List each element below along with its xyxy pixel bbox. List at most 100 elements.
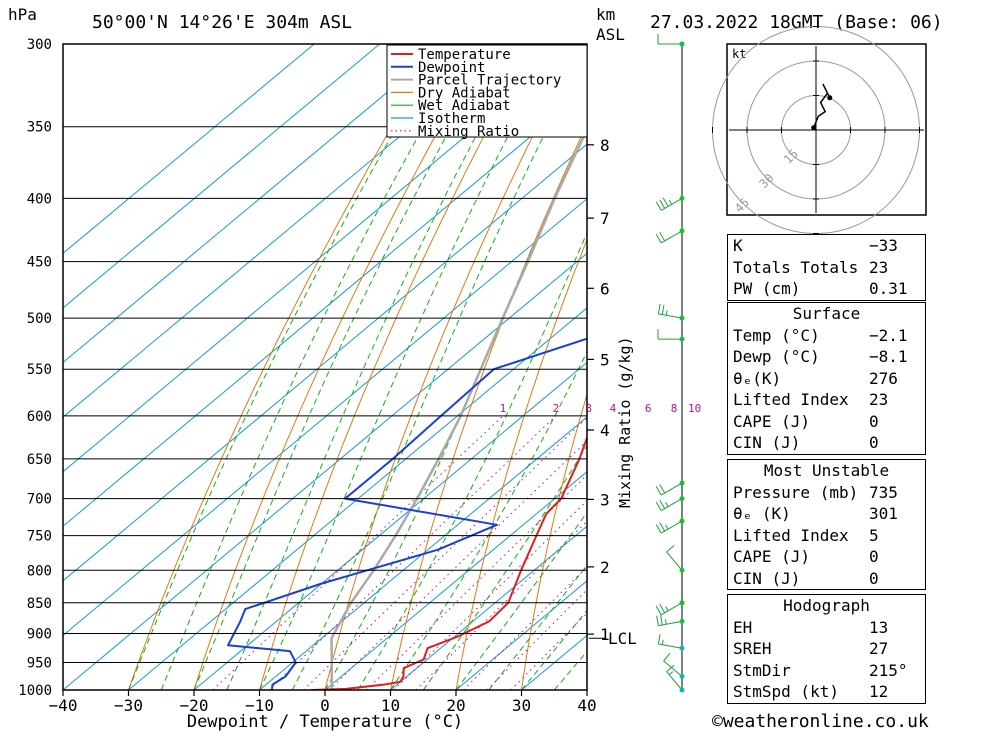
isotherm-line	[63, 252, 587, 690]
wind-barb-half	[665, 502, 669, 507]
index-value: 27	[869, 639, 889, 658]
x-tick-label: 10	[381, 696, 400, 715]
mixing-ratio-label: 10	[688, 402, 701, 415]
axes-layer: 1234681016202530035040045050055060065070…	[18, 37, 790, 715]
isotherm-line	[63, 44, 381, 309]
x-tick-label: 20	[446, 696, 465, 715]
wet-adiabat-line	[160, 44, 472, 690]
pressure-tick-label: 600	[27, 409, 52, 425]
index-value: 215°	[869, 660, 908, 680]
index-label: Lifted Index	[733, 525, 849, 545]
km-tick-label: 8	[600, 136, 610, 155]
km-tick-label: 5	[600, 350, 610, 369]
hodograph-start-dot	[811, 125, 817, 131]
pressure-tick-label: 750	[27, 529, 52, 545]
wind-barb	[663, 660, 683, 677]
wind-barb-flag	[659, 522, 666, 532]
wind-barb-flag	[657, 634, 661, 645]
index-row: θₑ(K) 276	[728, 368, 925, 390]
index-row: θₑ (K) 301	[728, 503, 925, 525]
hodograph-table: Hodograph EH 13 SREH 27 StmDir 215° StmSpd (kt…	[727, 594, 926, 704]
index-row: SREH 27	[728, 638, 925, 660]
wet-adiabat-line	[193, 44, 498, 690]
copyright-text: ©weatheronline.co.uk	[712, 711, 929, 732]
wind-barb-flag	[659, 499, 666, 509]
x-tick-label: −40	[49, 696, 78, 715]
pressure-tick-label: 1000	[18, 683, 52, 699]
legend-entry: Mixing Ratio	[418, 124, 519, 140]
wind-barb-half	[665, 310, 668, 316]
x-tick-label: −20	[180, 696, 209, 715]
dry-adiabat-line	[972, 44, 1000, 690]
wind-level-dot	[679, 315, 685, 321]
wet-adiabat-line	[128, 44, 446, 690]
wind-barb	[666, 551, 683, 571]
isotherm-line	[63, 44, 577, 473]
hodograph-end-dot	[827, 95, 833, 101]
index-value: 0	[869, 568, 879, 588]
index-row: CIN (J) 0	[728, 432, 925, 454]
index-value: 301	[869, 504, 898, 523]
wind-barb-half	[664, 619, 667, 625]
wind-level-dot	[679, 645, 685, 651]
plot-frame	[62, 43, 588, 691]
index-value: 0	[869, 411, 879, 431]
legend-entry: Dewpoint	[418, 60, 485, 76]
pressure-tick-label: 650	[27, 452, 52, 468]
wind-level-dot	[679, 687, 685, 693]
wind-level-dot	[679, 336, 685, 342]
hodograph-trace	[813, 83, 831, 128]
wind-barb-flag	[655, 233, 662, 244]
index-label: PW (cm)	[733, 279, 801, 298]
isotherm-line	[63, 44, 315, 254]
general-indices-table: K −33 Totals Totals 23 PW (cm) 0.31	[727, 234, 926, 301]
pressure-tick-label: 450	[27, 255, 52, 271]
isotherm-line	[259, 416, 587, 690]
km-tick-label: 7	[600, 209, 610, 228]
km-tick-label: 1	[600, 625, 610, 644]
x-axis-title: Dewpoint / Temperature (°C)	[187, 712, 463, 732]
isotherm-line	[63, 198, 587, 637]
x-tick-label: 30	[512, 696, 531, 715]
wind-barb-flag	[659, 199, 666, 209]
wind-level-dot	[679, 480, 685, 486]
index-value: 0	[869, 547, 879, 566]
index-value: 0	[869, 433, 879, 452]
index-label: Dewp (°C)	[733, 347, 820, 366]
wind-barb-half	[661, 639, 664, 645]
index-label: Pressure (mb)	[733, 482, 859, 502]
wind-level-dot	[679, 673, 685, 679]
index-label: StmDir	[733, 660, 791, 680]
index-value: 13	[869, 617, 889, 637]
index-label: CAPE (J)	[733, 411, 811, 431]
index-label: SREH	[733, 639, 772, 658]
pressure-tick-label: 400	[27, 191, 52, 207]
index-label: K	[733, 236, 743, 255]
index-value: 276	[869, 368, 898, 388]
isotherm-line	[324, 471, 587, 690]
dry-adiabat-line	[128, 44, 441, 690]
legend-entry: Temperature	[418, 47, 511, 63]
wind-level-dot	[679, 600, 685, 606]
pressure-unit-label: hPa	[8, 5, 37, 24]
wind-profile	[655, 34, 685, 693]
index-value: −33	[869, 236, 898, 255]
index-row: Lifted Index 5	[728, 525, 925, 547]
mixing-ratio-label: 2	[553, 402, 560, 415]
asl-unit-label: ASL	[596, 25, 625, 44]
index-row: Dewp (°C) −8.1	[728, 346, 925, 368]
dry-adiabat-line	[193, 44, 488, 690]
index-label: θₑ (K)	[733, 504, 791, 523]
index-value: 23	[869, 390, 889, 409]
isotherm-line	[128, 307, 587, 690]
wet-adiabat-line	[488, 564, 587, 690]
index-row: Pressure (mb) 735	[728, 482, 925, 504]
index-label: StmSpd (kt)	[733, 682, 839, 701]
index-row: CAPE (J) 0	[728, 546, 925, 568]
index-row: Temp (°C) −2.1	[728, 325, 925, 347]
wet-adiabat-line	[422, 444, 587, 690]
mixing-ratio-label: 4	[610, 402, 617, 415]
wind-barb-flag	[659, 603, 666, 614]
